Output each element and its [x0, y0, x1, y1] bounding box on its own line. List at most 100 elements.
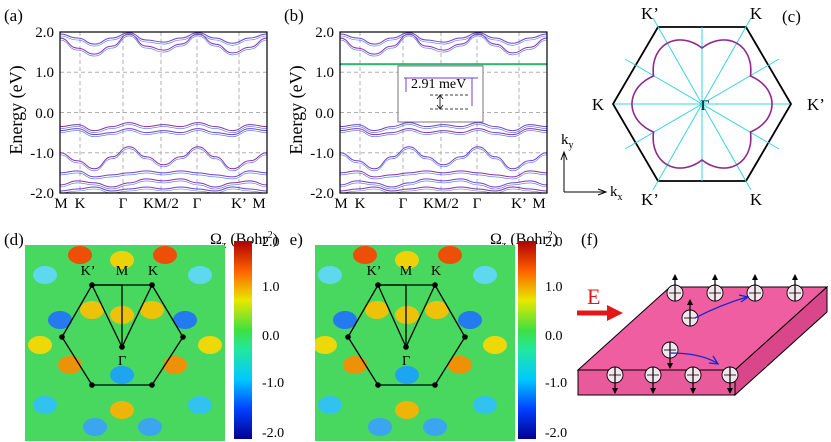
curvature-hotspot: [28, 336, 52, 354]
hs-point: [432, 282, 438, 288]
panel-label-d: (d): [4, 230, 24, 249]
band-line-split: [339, 148, 548, 172]
curvature-hotspot: [68, 246, 92, 264]
berry-curvature-e: (e) Ωz (Bohr2) K’ M K Γ 2.0 1.0 0.0 -1.0…: [290, 230, 567, 441]
hs-point: [180, 334, 186, 340]
colorbar-tick: 2.0: [262, 235, 280, 250]
panel-label-b: (b): [284, 6, 304, 25]
band-line-split: [339, 35, 548, 57]
colorbar-e: [518, 241, 536, 439]
curvature-hotspot: [318, 266, 342, 284]
hs-point: [149, 382, 155, 388]
colorbar-tick: -2.0: [545, 426, 567, 441]
band-line-split: [59, 124, 268, 133]
arrow-icon: [738, 294, 750, 303]
spin-up-head-icon: [752, 274, 758, 280]
m-label: M: [400, 264, 413, 279]
band-line: [339, 128, 548, 136]
bz-overlay-d: K’ M K Γ: [59, 264, 186, 388]
curvature-hotspot: [153, 246, 177, 264]
berry-curvature-d: (d) Ωz (Bohr2) K’ M K Γ 2.0 1.0 0.0 -1.0…: [4, 230, 284, 441]
ytick-label: 0.0: [35, 106, 54, 122]
kx-label: kx: [610, 184, 623, 203]
curvature-hotspot: [448, 356, 472, 374]
trajectory-lower: [669, 352, 718, 364]
xtick-label: Γ: [473, 196, 482, 212]
xtick-label: M: [252, 196, 265, 212]
hs-point: [462, 334, 468, 340]
inset-gap-label: 2.91 meV: [411, 77, 466, 92]
band-line-split: [59, 188, 268, 194]
curvature-hotspot: [425, 301, 449, 319]
bz-overlay-e: K’ M K Γ: [345, 264, 468, 388]
band-line-split: [59, 148, 268, 172]
hs-point: [375, 382, 381, 388]
yticks-a: 2.0 1.0 0.0 -1.0 -2.0: [30, 25, 54, 202]
curvature-hotspot: [473, 396, 497, 414]
curvature-hotspot: [33, 266, 57, 284]
irreducible-wedge: [92, 284, 153, 348]
xtick-label: Γ: [399, 196, 408, 212]
field-label: E: [587, 284, 600, 309]
vertex-label: K: [750, 190, 763, 209]
band-line-split: [339, 180, 548, 190]
curvature-hotspot: [473, 266, 497, 284]
colorbar-tick: 1.0: [262, 280, 280, 295]
band-line-split: [339, 124, 548, 133]
curvature-hotspot: [110, 366, 134, 384]
k-label: K: [431, 264, 441, 279]
xtick-label: M: [532, 196, 545, 212]
k-label: K: [148, 264, 158, 279]
band-lines-a: [59, 32, 268, 194]
gamma-label: Γ: [118, 354, 126, 369]
ytick-label: -2.0: [30, 186, 54, 202]
band-line: [339, 178, 548, 188]
kp-label: K’: [367, 264, 382, 279]
gap-inset: 2.91 meV: [397, 65, 484, 123]
band-line-split: [339, 188, 548, 194]
vertex-label: K’: [641, 4, 659, 23]
ky-label: ky: [561, 132, 574, 151]
irreducible-wedge: [378, 284, 436, 348]
inset-box: [397, 65, 484, 123]
hs-point: [149, 282, 155, 288]
curvature-hotspot: [458, 311, 482, 329]
yticks-b: 2.0 1.0 0.0 -1.0 -2.0: [310, 25, 334, 202]
slab-side: [734, 285, 828, 397]
band-line: [59, 170, 268, 178]
xtick-label: K’: [231, 196, 247, 212]
spin-up-head-icon: [687, 299, 693, 305]
device-schematic: (f) E: [576, 230, 829, 397]
curvature-hotspot: [438, 246, 462, 264]
curvature-hotspot: [188, 266, 212, 284]
hs-point: [59, 334, 65, 340]
band-line: [339, 122, 548, 132]
kx-arrow-icon: [597, 188, 608, 196]
spin-up-head-icon: [792, 274, 798, 280]
xtick-label: K’: [511, 196, 527, 212]
curvature-hotspot: [423, 418, 447, 436]
band-line: [59, 32, 268, 45]
curvature-hotspot: [315, 336, 337, 354]
curvature-hotspot: [110, 401, 134, 419]
bz-symmetry-lines: [614, 17, 790, 191]
curvature-hotspot: [343, 356, 367, 374]
curvature-hotspot: [395, 401, 419, 419]
trajectories: [669, 294, 750, 365]
spin-down-head-icon: [612, 388, 618, 394]
spin-up-head-icon: [712, 274, 718, 280]
symmetry-line: [624, 58, 780, 150]
curvature-hotspot: [365, 301, 389, 319]
ytick-label: -2.0: [310, 186, 334, 202]
band-line: [339, 186, 548, 192]
brillouin-zone: (c) Γ K’ K K’ K K’ K ky kx: [560, 4, 825, 209]
curvature-hotspot: [198, 336, 222, 354]
curvature-hotspot: [58, 356, 82, 374]
band-line: [339, 33, 548, 55]
panel-label-a: (a): [4, 6, 23, 25]
electric-field: E: [577, 284, 623, 321]
colorbar-tick: -2.0: [262, 426, 284, 441]
ytick-label: 2.0: [315, 25, 334, 41]
curvature-hotspot: [318, 396, 342, 414]
ytick-label: -1.0: [310, 146, 334, 162]
